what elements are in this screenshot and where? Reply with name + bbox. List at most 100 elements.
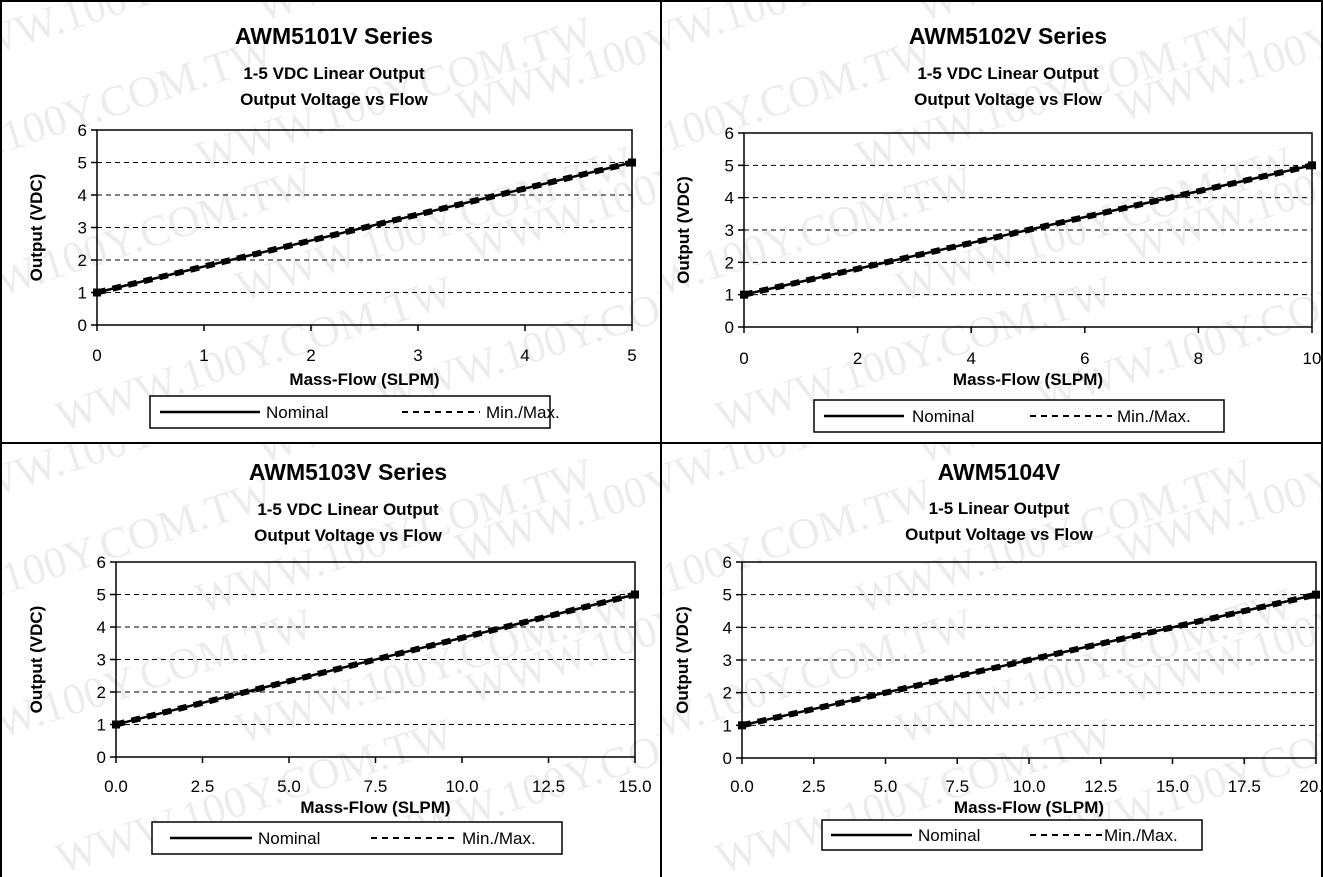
- x-tick-label: 10.0: [445, 777, 478, 796]
- x-tick-label: 2: [853, 349, 862, 368]
- x-tick-label: 4: [520, 346, 529, 365]
- watermark-text: WWW.100Y.COM.TW: [1030, 247, 1321, 422]
- y-tick-label: 2: [723, 684, 732, 703]
- x-tick-label: 6: [1080, 349, 1089, 368]
- data-point: [628, 158, 636, 167]
- chart-subtitle: Output Voltage vs Flow: [914, 90, 1102, 109]
- x-tick-label: 17.5: [1228, 777, 1261, 796]
- y-tick-label: 0: [78, 316, 87, 335]
- x-tick-label: 5.0: [874, 777, 898, 796]
- x-axis-label: Mass-Flow (SLPM): [289, 370, 439, 389]
- x-tick-label: 1: [199, 346, 208, 365]
- y-tick-label: 3: [97, 651, 106, 670]
- y-tick-label: 3: [725, 221, 734, 240]
- x-tick-label: 10: [1303, 349, 1321, 368]
- y-tick-label: 1: [723, 716, 732, 735]
- legend-label: Nominal: [258, 829, 320, 848]
- y-tick-label: 2: [97, 683, 106, 702]
- x-tick-label: 0.0: [104, 777, 128, 796]
- y-axis-label: Output (VDC): [674, 176, 693, 284]
- legend-label: Min./Max.: [462, 829, 536, 848]
- watermark-text: WWW.100Y.COM.TW: [662, 27, 940, 202]
- y-tick-label: 1: [78, 284, 87, 303]
- y-tick-label: 2: [725, 253, 734, 272]
- frame-center-horizontal: [0, 442, 1323, 444]
- legend-label: Nominal: [918, 826, 980, 845]
- x-tick-label: 10.0: [1012, 777, 1045, 796]
- chart-title: AWM5104V: [938, 459, 1061, 485]
- x-tick-label: 7.5: [364, 777, 388, 796]
- x-tick-label: 20.0: [1299, 777, 1321, 796]
- data-point: [738, 721, 746, 730]
- legend-label: Nominal: [266, 403, 328, 422]
- y-tick-label: 6: [723, 553, 732, 572]
- watermark-text: WWW.100Y.COM.TW: [662, 469, 940, 644]
- watermark-text: WWW.100Y.COM.TW: [662, 599, 980, 774]
- y-tick-label: 6: [78, 121, 87, 140]
- y-tick-label: 0: [725, 318, 734, 337]
- legend-label: Nominal: [912, 407, 974, 426]
- x-tick-label: 2: [306, 346, 315, 365]
- data-point: [112, 720, 120, 729]
- chart-svg: WWW.100Y.COM.TWWWW.100Y.COM.TWWWW.100Y.C…: [2, 2, 660, 442]
- y-tick-label: 0: [723, 749, 732, 768]
- chart-svg: WWW.100Y.COM.TWWWW.100Y.COM.TWWWW.100Y.C…: [662, 444, 1321, 877]
- data-point: [1308, 161, 1316, 170]
- x-tick-label: 5.0: [277, 777, 301, 796]
- x-tick-label: 2.5: [191, 777, 215, 796]
- x-axis-label: Mass-Flow (SLPM): [300, 798, 450, 817]
- x-tick-label: 5: [627, 346, 636, 365]
- x-tick-label: 15.0: [618, 777, 651, 796]
- y-tick-label: 3: [723, 651, 732, 670]
- y-tick-label: 1: [725, 286, 734, 305]
- frame-right: [1321, 0, 1323, 877]
- x-tick-label: 0.0: [730, 777, 754, 796]
- chart-subtitle: 1-5 VDC Linear Output: [917, 64, 1099, 83]
- y-tick-label: 5: [723, 586, 732, 605]
- data-point: [631, 590, 639, 599]
- x-tick-label: 8: [1194, 349, 1203, 368]
- y-tick-label: 6: [97, 553, 106, 572]
- y-tick-label: 1: [97, 716, 106, 735]
- series-line-min-max: [743, 162, 1313, 298]
- y-tick-label: 4: [725, 189, 734, 208]
- x-tick-label: 12.5: [532, 777, 565, 796]
- y-tick-label: 5: [78, 154, 87, 173]
- y-axis-label: Output (VDC): [673, 606, 692, 714]
- chart-panel-awm5104v: WWW.100Y.COM.TW WWW.100Y.COM.TW WWW.100Y.C…: [662, 444, 1321, 877]
- watermark-text: WWW.100Y.COM.TW: [2, 157, 320, 332]
- series-line-nominal: [115, 593, 636, 726]
- chart-subtitle: Output Voltage vs Flow: [905, 525, 1093, 544]
- x-tick-label: 0: [739, 349, 748, 368]
- series-line-min-max: [741, 591, 1317, 729]
- x-axis-label: Mass-Flow (SLPM): [953, 370, 1103, 389]
- x-tick-label: 15.0: [1156, 777, 1189, 796]
- series-line-min-max: [96, 159, 633, 296]
- x-tick-label: 3: [413, 346, 422, 365]
- chart-panel-awm5103v: WWW.100Y.COM.TW WWW.100Y.COM.TW WWW.100Y.C…: [2, 444, 660, 877]
- x-tick-label: 0: [92, 346, 101, 365]
- legend-label: Min./Max.: [1117, 407, 1191, 426]
- chart-title: AWM5101V Series: [235, 23, 433, 49]
- y-tick-label: 6: [725, 124, 734, 143]
- data-point: [93, 288, 101, 297]
- y-tick-label: 3: [78, 219, 87, 238]
- legend-label: Min./Max.: [1104, 826, 1178, 845]
- chart-panel-awm5101v: WWW.100Y.COM.TW WWW.100Y.COM.TW WWW.100Y.C…: [2, 2, 660, 442]
- y-tick-label: 4: [97, 618, 106, 637]
- x-axis-label: Mass-Flow (SLPM): [954, 798, 1104, 817]
- chart-panel-awm5102v: WWW.100Y.COM.TW WWW.100Y.COM.TW WWW.100Y.C…: [662, 2, 1321, 442]
- frame-left: [0, 0, 2, 877]
- chart-title: AWM5103V Series: [249, 459, 447, 485]
- chart-subtitle: Output Voltage vs Flow: [240, 90, 428, 109]
- chart-svg: WWW.100Y.COM.TWWWW.100Y.COM.TWWWW.100Y.C…: [2, 444, 660, 877]
- watermark-text: WWW.100Y.COM.TW: [662, 157, 980, 332]
- chart-subtitle: 1-5 VDC Linear Output: [257, 500, 439, 519]
- frame-center-vertical: [660, 0, 662, 877]
- data-point: [1312, 590, 1320, 599]
- y-tick-label: 4: [723, 618, 732, 637]
- chart-title: AWM5102V Series: [909, 23, 1107, 49]
- y-tick-label: 0: [97, 748, 106, 767]
- legend-label: Min./Max.: [486, 403, 560, 422]
